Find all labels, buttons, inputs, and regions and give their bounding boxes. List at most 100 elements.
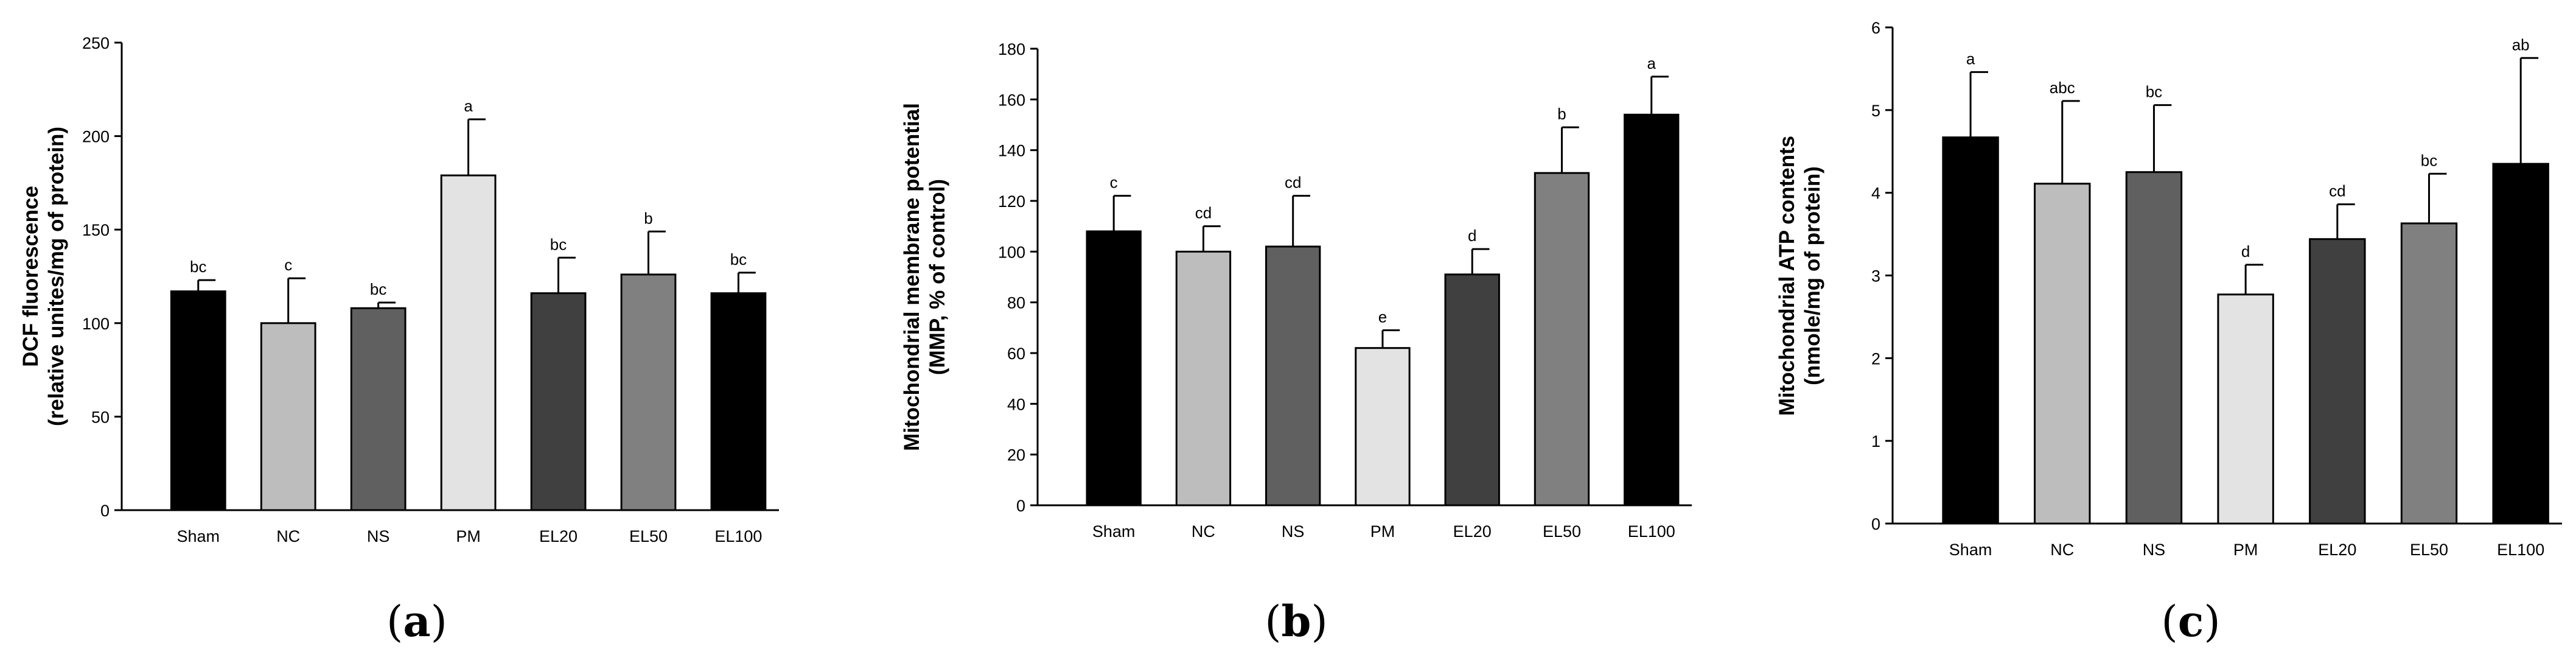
y-tick-label: 40	[1007, 395, 1025, 413]
panel-label-letter: c	[2178, 596, 2204, 647]
x-tick-label: NS	[367, 527, 390, 545]
y-tick-label: 4	[1871, 184, 1880, 203]
y-axis-title-line: Mitochondrial ATP contents	[1775, 136, 1799, 416]
significance-label: d	[1468, 226, 1476, 245]
x-tick-label: Sham	[176, 527, 220, 545]
x-tick-label: NS	[1282, 522, 1305, 541]
x-tick-label: EL50	[2410, 541, 2448, 559]
bar-nc	[2034, 183, 2091, 525]
significance-label: bc	[2146, 83, 2162, 101]
significance-label: bc	[730, 250, 747, 268]
bar-el20	[530, 292, 587, 511]
y-tick-label: 1	[1871, 432, 1880, 450]
y-axis-title-line: Mitochondrial membrane potential	[900, 103, 924, 451]
panel-label-letter: b	[1282, 596, 1311, 647]
y-tick-label: 250	[82, 34, 110, 52]
significance-label: b	[644, 209, 652, 227]
y-tick-label: 140	[998, 142, 1025, 160]
panel-label: (c)	[2161, 596, 2220, 647]
panel-label-letter: a	[403, 596, 430, 647]
significance-label: cd	[1285, 174, 1301, 192]
bar-el50	[620, 273, 677, 511]
chart-panel-3: a Sham abc NC bc NS d PM cd EL20 bc EL50 ab EL100 0 1 2 3…	[1775, 19, 2562, 647]
x-tick-label: PM	[2233, 541, 2258, 559]
significance-label: e	[1378, 308, 1387, 326]
bar-el100	[1624, 113, 1680, 507]
x-tick-label: EL20	[2318, 541, 2356, 559]
y-tick-label: 60	[1007, 345, 1025, 363]
significance-label: a	[464, 97, 473, 115]
bar-el20	[2309, 238, 2366, 525]
y-tick-label: 2	[1871, 349, 1880, 368]
bar-sham	[1942, 136, 1999, 525]
bar-el20	[1444, 273, 1500, 507]
y-axis-title-line: (MMP, % of control)	[926, 179, 949, 375]
chart-panel-1: bc Sham c NC bc NS a PM bc EL20 b EL50 bc EL100 0 50 100…	[19, 34, 779, 647]
x-tick-label: NC	[1192, 522, 1215, 541]
x-tick-label: PM	[1370, 522, 1395, 541]
x-tick-label: Sham	[1949, 541, 1992, 559]
x-tick-label: Sham	[1092, 522, 1136, 541]
x-tick-label: NC	[276, 527, 300, 545]
bar-el100	[710, 292, 767, 511]
significance-label: bc	[370, 280, 386, 298]
bar-ns	[2125, 171, 2183, 525]
y-tick-label: 0	[1871, 515, 1880, 533]
bar-sham	[170, 290, 226, 511]
bar-nc	[260, 322, 316, 511]
y-axis-title: Mitochondrial membrane potential(MMP, % …	[900, 103, 949, 451]
x-tick-label: EL20	[539, 527, 578, 545]
x-tick-label: EL100	[1628, 522, 1675, 541]
significance-label: ab	[2512, 35, 2530, 54]
y-tick-label: 120	[998, 192, 1025, 211]
y-tick-label: 180	[998, 40, 1025, 58]
x-tick-label: EL50	[629, 527, 668, 545]
y-axis-title-line: (relative unites/mg of protein)	[44, 127, 68, 426]
panel-label-paren: (	[1265, 597, 1281, 647]
significance-label: abc	[2050, 79, 2075, 97]
x-tick-label: EL50	[1543, 522, 1581, 541]
significance-label: bc	[2421, 151, 2437, 169]
y-tick-label: 160	[998, 91, 1025, 109]
significance-label: bc	[190, 258, 206, 276]
panel-label-paren: )	[1311, 597, 1327, 647]
significance-label: cd	[2329, 182, 2345, 200]
y-tick-label: 3	[1871, 267, 1880, 286]
x-tick-label: NC	[2050, 541, 2074, 559]
chart-panel-2: c Sham cd NC cd NS e PM d EL20 b EL50 a EL100 0 20 40 60 8…	[900, 40, 1692, 647]
panel-label-paren: )	[431, 597, 447, 647]
y-tick-label: 200	[82, 128, 110, 146]
y-tick-label: 0	[1016, 497, 1025, 515]
y-axis-title-line: (nmole/mg of protein)	[1801, 166, 1824, 385]
bar-ns	[1265, 245, 1321, 507]
significance-label: a	[1966, 49, 1975, 68]
bar-sham	[1086, 230, 1142, 507]
x-tick-label: EL100	[2497, 541, 2544, 559]
panel-label: (a)	[386, 596, 447, 647]
significance-label: bc	[550, 235, 567, 253]
panel-label: (b)	[1265, 596, 1328, 647]
y-axis-title-line: DCF fluorescence	[19, 186, 43, 367]
bar-el100	[2492, 163, 2549, 525]
x-tick-label: PM	[456, 527, 481, 545]
y-tick-label: 80	[1007, 294, 1025, 312]
bar-pm	[440, 174, 497, 511]
y-tick-label: 5	[1871, 102, 1880, 120]
y-tick-label: 150	[82, 221, 110, 239]
significance-label: cd	[1195, 204, 1212, 222]
panel-label-paren: (	[386, 597, 403, 647]
bar-ns	[350, 307, 407, 511]
bar-nc	[1175, 250, 1232, 507]
significance-label: c	[284, 256, 292, 274]
significance-label: a	[1647, 54, 1656, 72]
bar-el50	[2400, 222, 2458, 525]
significance-label: b	[1557, 105, 1566, 123]
panel-label-paren: )	[2204, 597, 2220, 647]
y-tick-label: 6	[1871, 19, 1880, 37]
x-tick-label: NS	[2143, 541, 2166, 559]
y-tick-label: 100	[82, 315, 110, 333]
bar-el50	[1534, 172, 1590, 507]
significance-label: c	[1110, 174, 1118, 192]
y-axis-title: DCF fluorescence(relative unites/mg of p…	[19, 127, 68, 426]
